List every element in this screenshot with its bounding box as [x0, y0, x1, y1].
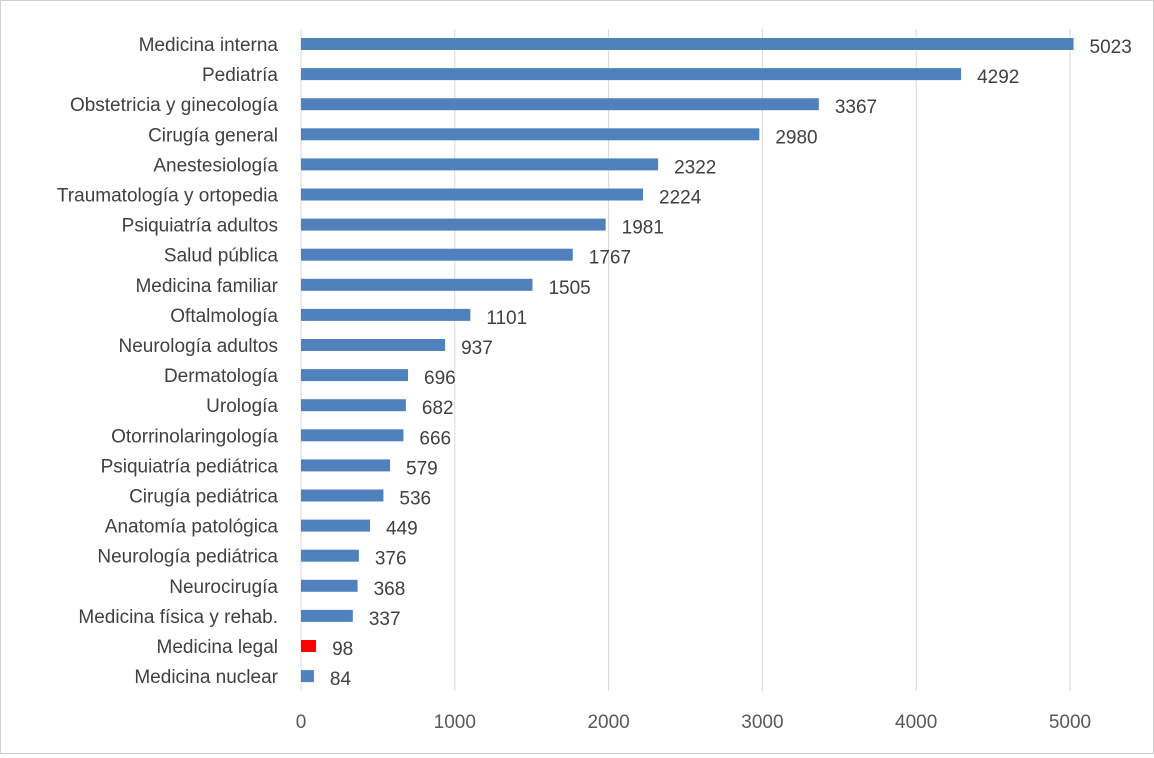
bar [301, 128, 760, 141]
value-label: 1981 [622, 218, 664, 239]
value-label: 682 [422, 398, 454, 419]
category-label: Urología [206, 396, 278, 417]
category-label: Neurología pediátrica [97, 547, 278, 568]
bar [301, 339, 446, 351]
value-label: 536 [399, 489, 431, 510]
value-label: 937 [461, 338, 493, 359]
value-label: 579 [406, 458, 438, 479]
category-label: Oftalmología [170, 306, 278, 327]
bar [301, 158, 659, 171]
value-label: 376 [375, 549, 407, 570]
category-label: Obstetricia y ginecología [70, 95, 278, 116]
category-label: Anestesiología [153, 155, 278, 176]
value-label: 666 [419, 428, 451, 449]
value-label: 1767 [589, 248, 631, 269]
category-label: Neurocirugía [169, 577, 278, 598]
category-label: Medicina legal [157, 637, 278, 658]
value-label: 2224 [659, 188, 702, 209]
category-labels: Medicina interna Pediatría Obstetricia y g… [57, 35, 279, 688]
value-label: 3367 [835, 97, 877, 118]
x-tick-label: 1000 [434, 712, 476, 733]
bar [301, 369, 409, 382]
bar [301, 188, 644, 201]
category-label: Anatomía patológica [105, 517, 279, 538]
bar [301, 459, 391, 472]
bar [301, 399, 406, 412]
bar [301, 579, 358, 592]
bar [301, 640, 317, 652]
bar [301, 308, 471, 321]
bar [301, 98, 819, 111]
category-label: Medicina nuclear [134, 667, 278, 688]
category-label: Dermatología [164, 366, 278, 387]
bar [301, 38, 1074, 50]
x-tick-label: 5000 [1049, 712, 1091, 733]
bar [301, 489, 384, 502]
category-label: Otorrinolaringología [111, 426, 278, 447]
x-tick-label: 0 [296, 712, 307, 733]
bar [301, 519, 371, 532]
x-axis-tick-labels: 0 1000 2000 3000 4000 5000 [296, 712, 1091, 733]
bar [301, 670, 314, 683]
category-label: Neurología adultos [119, 336, 279, 357]
value-label: 1101 [486, 308, 527, 329]
category-label: Medicina familiar [135, 276, 278, 297]
category-label: Salud pública [164, 246, 279, 267]
bar [301, 609, 353, 622]
category-label: Pediatría [202, 65, 278, 86]
value-label: 98 [332, 639, 353, 660]
x-tick-label: 3000 [741, 712, 783, 733]
category-label: Psiquiatría adultos [122, 216, 278, 237]
bar [301, 278, 533, 291]
category-label: Medicina interna [139, 35, 279, 56]
value-label: 696 [424, 368, 456, 389]
value-labels: 5023 4292 3367 2980 2322 2224 1981 1767 1505 1101… [330, 37, 1132, 690]
value-label: 5023 [1090, 37, 1132, 58]
category-label: Cirugía general [148, 125, 278, 146]
category-label: Medicina física y rehab. [78, 607, 278, 628]
value-label: 337 [369, 609, 401, 630]
value-label: 4292 [977, 67, 1019, 88]
bar [301, 68, 962, 81]
value-label: 84 [330, 669, 352, 690]
value-label: 2322 [674, 157, 716, 178]
bars [301, 38, 1074, 683]
bar [301, 218, 606, 231]
x-tick-label: 2000 [587, 712, 629, 733]
category-label: Psiquiatría pediátrica [101, 456, 279, 477]
value-label: 449 [386, 519, 418, 540]
bar [301, 248, 573, 261]
value-label: 368 [374, 579, 406, 600]
category-label: Traumatología y ortopedia [57, 186, 279, 207]
x-tick-label: 4000 [895, 712, 937, 733]
category-label: Cirugía pediátrica [129, 487, 278, 508]
bar [301, 549, 359, 562]
bar [301, 429, 404, 442]
value-label: 2980 [775, 127, 817, 148]
value-label: 1505 [548, 278, 590, 299]
